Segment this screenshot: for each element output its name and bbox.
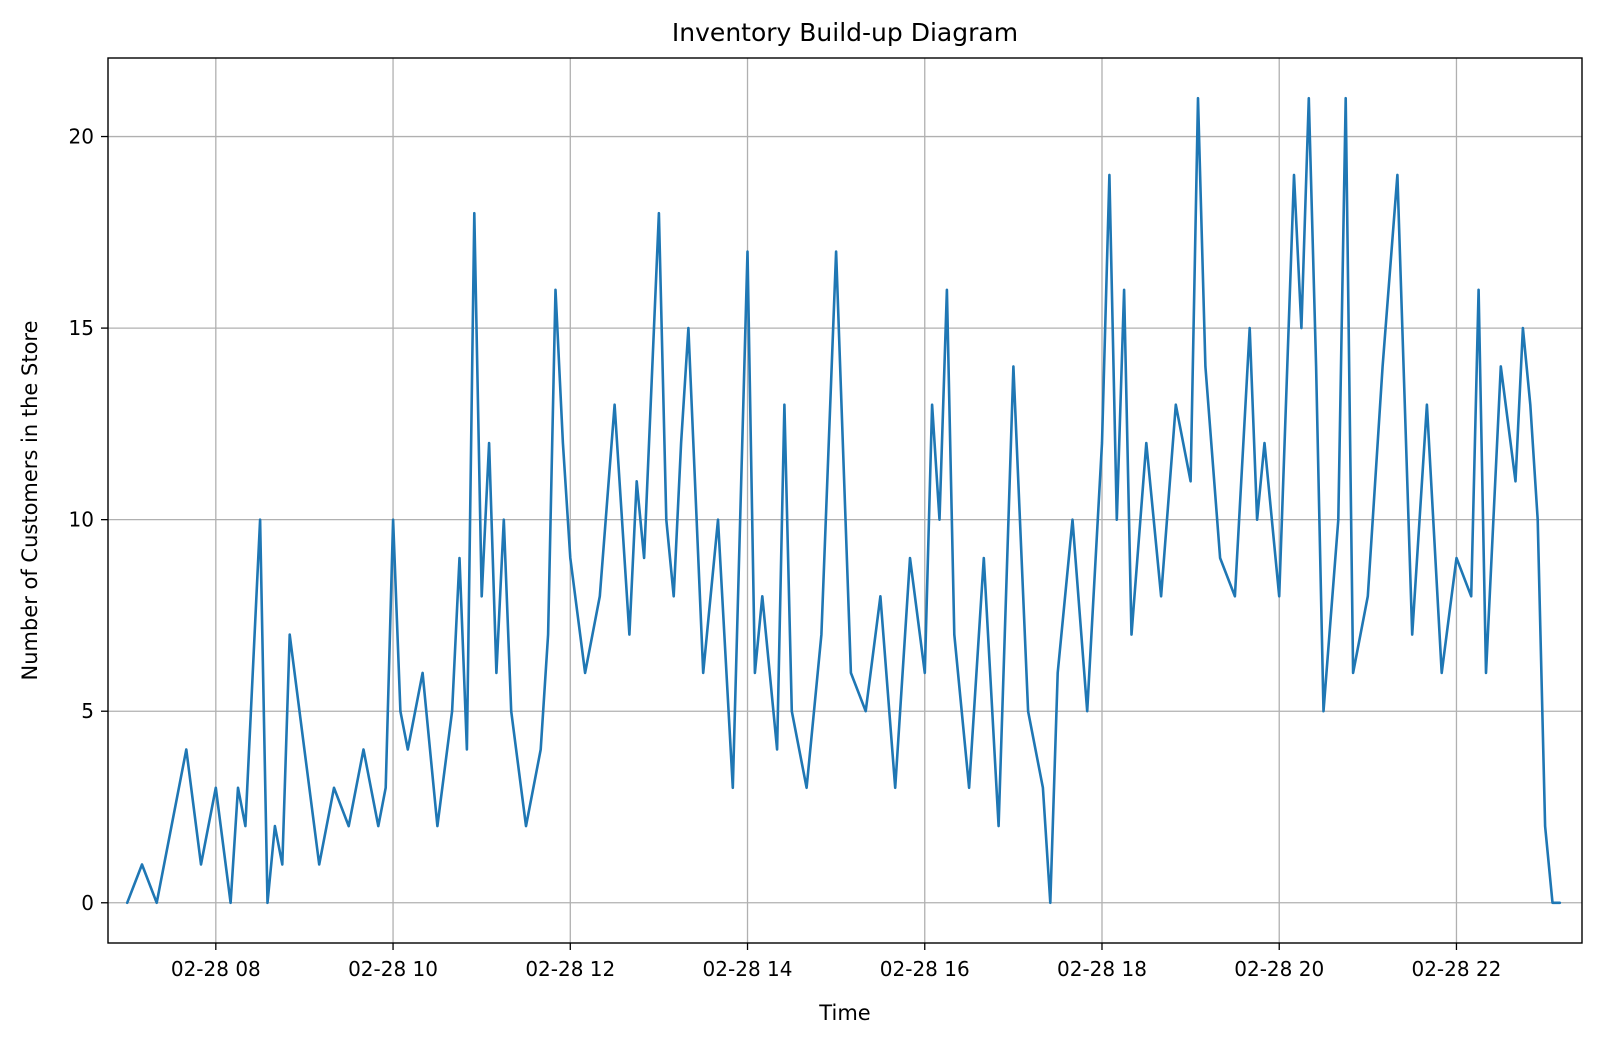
x-tick-label: 02-28 22	[1411, 957, 1501, 981]
y-tick-label: 20	[69, 125, 94, 149]
x-tick-label: 02-28 16	[880, 957, 970, 981]
series-line-0	[125, 96, 1562, 905]
y-tick-label: 5	[81, 699, 94, 723]
x-axis-ticks: 02-28 08 02-28 10 02-28 12 02-28 14 02-28 16…	[171, 943, 1501, 981]
y-axis-ticks: 0 5 10 15 20	[69, 125, 108, 915]
y-tick-label: 15	[69, 316, 94, 340]
x-tick-label: 02-28 14	[703, 957, 793, 981]
x-tick-label: 02-28 18	[1057, 957, 1147, 981]
x-tick-label: 02-28 20	[1234, 957, 1324, 981]
y-tick-label: 0	[81, 891, 94, 915]
y-axis-title: Number of Customers in the Store	[18, 320, 42, 680]
x-tick-label: 02-28 10	[348, 957, 438, 981]
x-tick-label: 02-28 08	[171, 957, 261, 981]
x-axis-title: Time	[818, 1001, 870, 1025]
x-tick-label: 02-28 12	[525, 957, 615, 981]
chart-title: Inventory Build-up Diagram	[672, 18, 1018, 47]
y-tick-label: 10	[69, 508, 94, 532]
plot-frame	[107, 57, 1583, 944]
series-layer	[125, 96, 1562, 905]
